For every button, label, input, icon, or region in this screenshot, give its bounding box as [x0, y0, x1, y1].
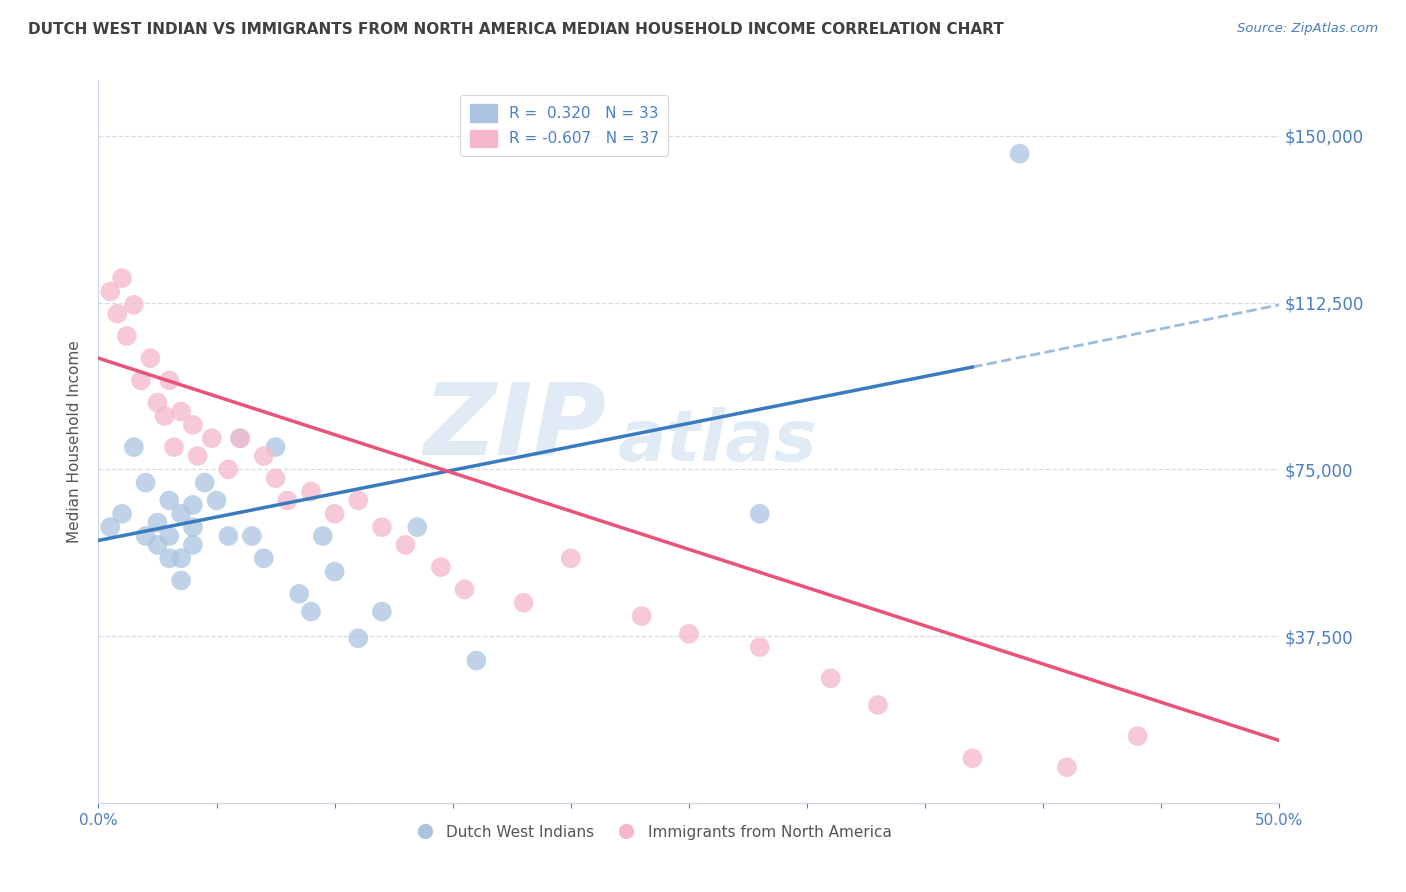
Point [371, 605, 394, 619]
Point [748, 640, 770, 655]
Point [394, 538, 416, 552]
Point [264, 471, 287, 485]
Point [323, 565, 346, 579]
Point [1008, 146, 1031, 161]
Text: atlas: atlas [619, 407, 818, 476]
Point [465, 653, 488, 667]
Y-axis label: Median Household Income: Median Household Income [67, 340, 83, 543]
Point [181, 498, 204, 512]
Point [201, 431, 224, 445]
Point [240, 529, 263, 543]
Point [129, 373, 152, 387]
Point [98, 285, 121, 299]
Point [560, 551, 582, 566]
Point [820, 671, 842, 685]
Point [866, 698, 889, 712]
Point [347, 632, 370, 646]
Point [115, 329, 138, 343]
Point [512, 596, 534, 610]
Point [253, 449, 276, 463]
Point [163, 440, 186, 454]
Point [194, 475, 217, 490]
Point [678, 627, 700, 641]
Point [170, 574, 193, 588]
Point [181, 520, 204, 534]
Point [229, 431, 252, 445]
Point [170, 404, 193, 418]
Point [323, 507, 346, 521]
Text: Source: ZipAtlas.com: Source: ZipAtlas.com [1237, 22, 1378, 36]
Point [146, 395, 169, 409]
Point [299, 484, 322, 499]
Legend: Dutch West Indians, Immigrants from North America: Dutch West Indians, Immigrants from Nort… [409, 819, 897, 846]
Point [170, 551, 193, 566]
Point [347, 493, 370, 508]
Point [135, 529, 157, 543]
Point [406, 520, 429, 534]
Point [105, 307, 128, 321]
Point [748, 507, 770, 521]
Point [122, 440, 145, 454]
Point [253, 551, 276, 566]
Point [111, 271, 134, 285]
Point [630, 609, 652, 624]
Point [276, 493, 298, 508]
Point [157, 551, 180, 566]
Point [146, 538, 169, 552]
Point [229, 431, 252, 445]
Point [430, 560, 453, 574]
Point [1056, 760, 1078, 774]
Point [187, 449, 209, 463]
Point [312, 529, 335, 543]
Point [181, 538, 204, 552]
Text: DUTCH WEST INDIAN VS IMMIGRANTS FROM NORTH AMERICA MEDIAN HOUSEHOLD INCOME CORRE: DUTCH WEST INDIAN VS IMMIGRANTS FROM NOR… [28, 22, 1004, 37]
Point [1126, 729, 1149, 743]
Point [288, 587, 311, 601]
Point [962, 751, 984, 765]
Point [217, 529, 239, 543]
Point [157, 493, 180, 508]
Point [157, 529, 180, 543]
Point [139, 351, 162, 366]
Point [146, 516, 169, 530]
Point [135, 475, 157, 490]
Point [98, 520, 121, 534]
Point [217, 462, 239, 476]
Point [181, 417, 204, 432]
Point [157, 373, 180, 387]
Point [111, 507, 134, 521]
Point [205, 493, 228, 508]
Point [264, 440, 287, 454]
Text: ZIP: ZIP [423, 378, 606, 475]
Point [153, 409, 176, 423]
Point [170, 507, 193, 521]
Point [371, 520, 394, 534]
Point [122, 298, 145, 312]
Point [299, 605, 322, 619]
Point [453, 582, 475, 597]
